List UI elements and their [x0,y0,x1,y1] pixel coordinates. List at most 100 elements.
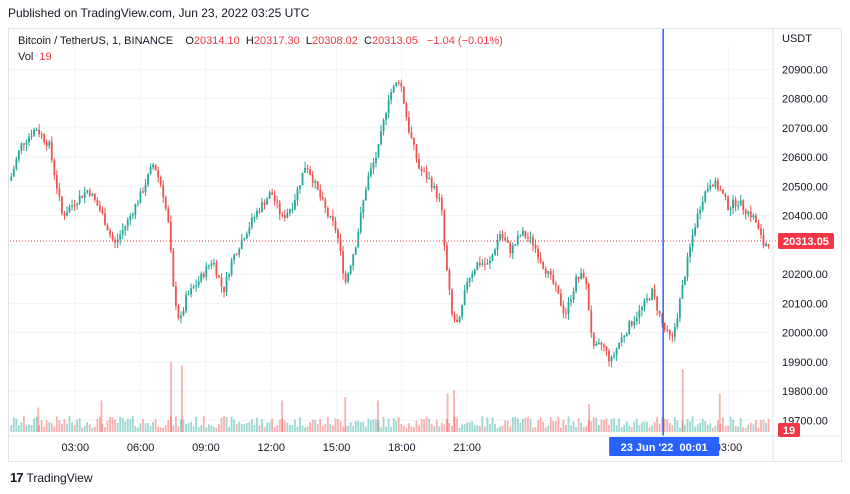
tradingview-logo-icon: 17 [10,470,24,485]
volume-bar [154,419,157,432]
candle-body [159,176,162,185]
volume-bar [86,422,89,432]
volume-bar [402,425,405,432]
volume-bar [448,422,451,432]
volume-bar [73,424,76,432]
price-tick-label: 20400.00 [782,211,828,223]
volume-bar [405,427,408,432]
candle-body [352,254,355,266]
volume-bar [172,425,175,432]
candle-body [273,194,276,202]
volume-bar [580,422,583,432]
volume-bar [661,416,664,432]
candle-body [326,207,329,217]
volume-bar [17,425,20,432]
candle-body [440,197,443,211]
volume-bar [131,416,134,432]
volume-bar [681,420,684,432]
candle-body [402,86,405,104]
volume-bar [613,418,615,432]
candle-body [50,141,53,160]
candle-body [126,219,129,227]
volume-bar [134,425,137,432]
volume-bar [658,423,661,432]
volume-bar [717,420,719,432]
candle-body [481,263,484,265]
volume-bar [169,416,172,432]
volume-bar [104,427,106,432]
candle-body [387,99,390,114]
volume-bar [478,425,481,432]
volume-bar [656,416,659,432]
candle-body [539,258,542,263]
candle-body [486,263,489,265]
candle-body [739,200,742,206]
candle-body [76,203,79,206]
volume-bar [182,419,185,432]
candle-body [134,204,137,215]
candle-body [200,273,203,282]
volume-bar [499,426,501,432]
candle-body [291,209,294,211]
candle-body [762,234,765,246]
volume-bar [238,421,241,432]
volume-bar [81,427,84,432]
volume-bar [152,421,154,432]
candle-body [438,197,441,199]
volume-bar [78,418,81,432]
candle-body [615,348,618,356]
candle-body [496,239,499,250]
volume-bar [676,420,679,432]
volume-bar [762,419,765,432]
volume-bar [50,422,53,432]
volume-bar [359,421,362,432]
candle-body [514,243,517,246]
candle-body [370,168,372,176]
candle-body [577,276,580,279]
volume-bar [276,425,279,432]
close-label: C [364,35,372,47]
volume-bar [306,426,309,432]
candle-body [418,159,420,169]
volume-bar [296,426,299,432]
candle-body [205,266,208,278]
chart-frame [8,28,842,462]
volume-bar [514,416,517,432]
candle-body [319,189,322,198]
volume-bar [463,424,466,432]
volume-bar [364,426,367,432]
volume-bar [699,422,702,432]
volume-bar [415,420,418,432]
candle-body [681,284,684,299]
candle-body [392,85,395,93]
volume-bar [319,418,322,432]
candle-body [288,209,291,213]
candle-body [605,346,608,351]
candle-body [425,171,428,179]
volume-bar [537,420,539,432]
volume-spike [100,400,103,432]
volume-bar [23,416,25,432]
candle-body [301,172,304,186]
volume-bar [519,422,522,432]
candle-body [468,277,471,282]
volume-bar [28,424,30,432]
candle-body [202,273,205,278]
candle-body [572,291,575,300]
volume-bar [159,427,162,432]
candle-body [549,270,552,275]
candle-body [552,274,555,284]
volume-bar [709,423,712,432]
candle-body [701,201,704,210]
volume-bar [562,419,565,432]
candle-body [304,167,306,173]
volume-bar [440,422,443,432]
candle-body [524,230,527,238]
volume-bar [352,425,355,432]
candle-body [93,193,96,200]
volume-bar [228,427,230,432]
volume-bar [106,420,109,432]
volume-bar [544,427,547,432]
volume-bar [423,419,426,432]
